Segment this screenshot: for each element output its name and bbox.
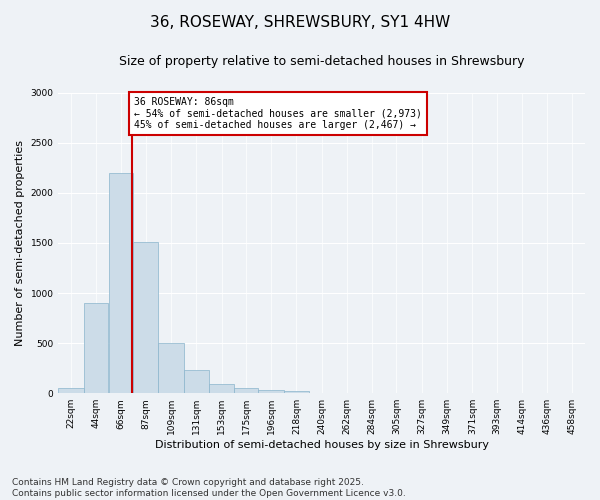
Bar: [235, 388, 259, 393]
X-axis label: Distribution of semi-detached houses by size in Shrewsbury: Distribution of semi-detached houses by …: [155, 440, 489, 450]
Bar: [109, 173, 133, 393]
Bar: [184, 370, 209, 393]
Bar: [84, 303, 108, 393]
Bar: [284, 391, 309, 393]
Text: Contains HM Land Registry data © Crown copyright and database right 2025.
Contai: Contains HM Land Registry data © Crown c…: [12, 478, 406, 498]
Y-axis label: Number of semi-detached properties: Number of semi-detached properties: [15, 140, 25, 346]
Bar: [259, 390, 284, 393]
Bar: [133, 242, 158, 393]
Bar: [209, 384, 235, 393]
Bar: [158, 343, 184, 393]
Text: 36, ROSEWAY, SHREWSBURY, SY1 4HW: 36, ROSEWAY, SHREWSBURY, SY1 4HW: [150, 15, 450, 30]
Text: 36 ROSEWAY: 86sqm
← 54% of semi-detached houses are smaller (2,973)
45% of semi-: 36 ROSEWAY: 86sqm ← 54% of semi-detached…: [134, 97, 422, 130]
Title: Size of property relative to semi-detached houses in Shrewsbury: Size of property relative to semi-detach…: [119, 55, 524, 68]
Bar: [58, 388, 84, 393]
Bar: [309, 392, 334, 393]
